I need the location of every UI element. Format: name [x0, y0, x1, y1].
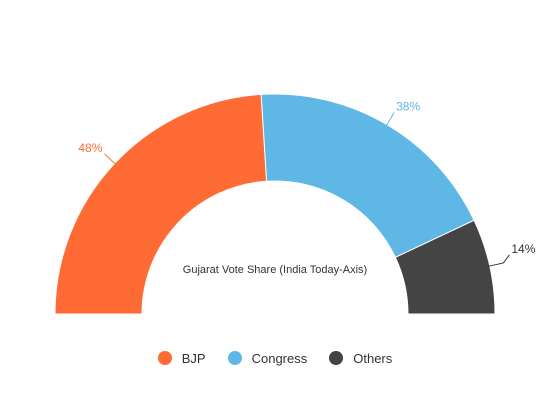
- legend-swatch-others: [329, 351, 344, 365]
- slice-bjp[interactable]: [54, 93, 268, 315]
- legend: BJP Congress Others: [0, 347, 550, 369]
- legend-swatch-congress: [227, 351, 242, 365]
- chart-title: Gujarat Vote Share (India Today-Axis): [183, 264, 367, 276]
- legend-item-congress[interactable]: Congress: [227, 350, 308, 366]
- data-label-bjp: 48%: [78, 141, 102, 155]
- connector-congress: [385, 112, 395, 127]
- slice-congress[interactable]: [260, 93, 475, 259]
- slices-group: [54, 93, 496, 315]
- legend-item-bjp[interactable]: BJP: [157, 350, 206, 366]
- labels-group: 48% 38% 14%: [78, 100, 536, 267]
- legend-label-bjp: BJP: [181, 350, 206, 366]
- connector-bjp: [104, 153, 117, 166]
- data-label-congress: 38%: [396, 100, 420, 114]
- data-label-others: 14%: [511, 242, 535, 256]
- legend-label-others: Others: [353, 350, 393, 366]
- connector-others: [487, 254, 510, 267]
- legend-swatch-bjp: [157, 351, 172, 365]
- slice-others[interactable]: [394, 219, 496, 315]
- legend-item-others[interactable]: Others: [329, 351, 392, 366]
- legend-label-congress: Congress: [251, 350, 308, 366]
